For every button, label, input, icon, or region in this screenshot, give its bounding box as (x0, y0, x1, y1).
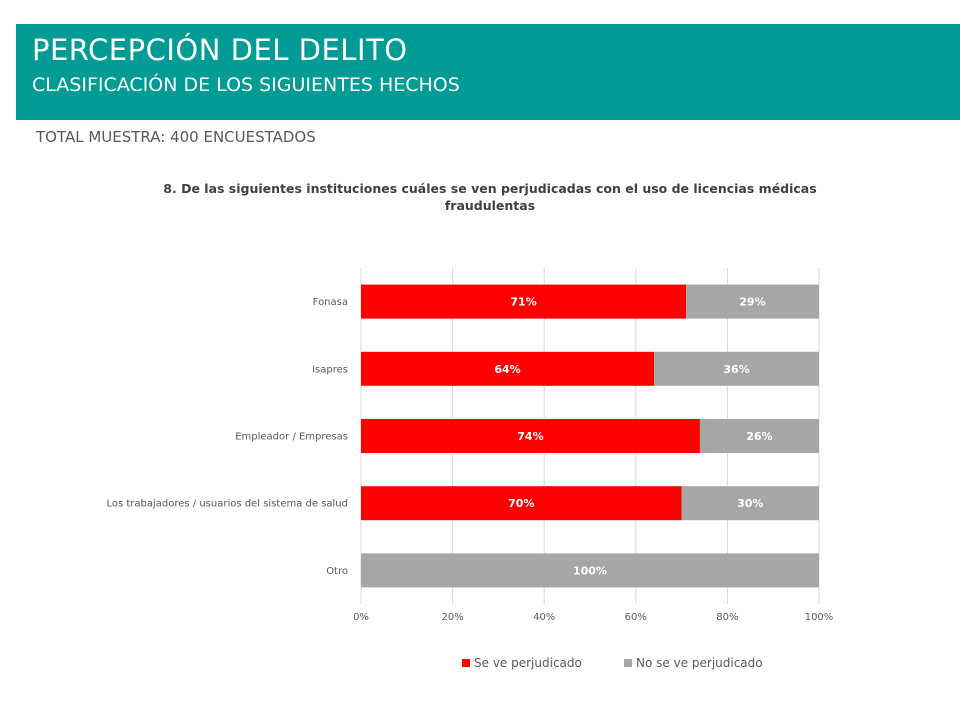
category-label: Empleador / Empresas (235, 432, 348, 443)
legend-label: Se ve perjudicado (474, 656, 582, 670)
bar-segment (361, 553, 819, 588)
category-label: Otro (326, 566, 348, 577)
sample-size-note: TOTAL MUESTRA: 400 ENCUESTADOS (36, 128, 316, 146)
data-label: 64% (494, 363, 520, 376)
legend-swatch (462, 659, 470, 667)
legend-swatch (624, 659, 632, 667)
page-subtitle: CLASIFICACIÓN DE LOS SIGUIENTES HECHOS (32, 74, 460, 96)
category-label: Fonasa (313, 297, 348, 308)
header-band (16, 24, 960, 120)
data-label: 26% (746, 430, 772, 443)
data-label: 100% (573, 564, 607, 577)
x-tick-label: 80% (716, 612, 738, 623)
bar-segment (681, 486, 819, 521)
bar-segment (361, 419, 700, 453)
bar-segment (361, 351, 655, 386)
data-label: 74% (517, 430, 543, 443)
category-label: Isapres (312, 364, 348, 375)
page-title: PERCEPCIÓN DEL DELITO (32, 33, 408, 67)
chart-title: 8. De las siguientes instituciones cuále… (163, 181, 817, 213)
data-label: 71% (510, 296, 536, 309)
bar-segment (654, 351, 819, 386)
bar-segment (361, 486, 682, 521)
bar-segment (361, 284, 687, 319)
data-label: 70% (508, 497, 534, 510)
x-tick-label: 0% (353, 612, 369, 623)
x-tick-label: 60% (625, 612, 647, 623)
data-label: 29% (739, 296, 765, 309)
x-tick-label: 40% (533, 612, 555, 623)
legend-label: No se ve perjudicado (636, 656, 763, 670)
bar-segment (686, 284, 819, 319)
data-label: 36% (723, 363, 749, 376)
x-tick-label: 20% (441, 612, 463, 623)
bar-segment (699, 419, 819, 453)
category-label: Los trabajadores / usuarios del sistema … (106, 499, 348, 510)
x-tick-label: 100% (805, 612, 834, 623)
data-label: 30% (737, 497, 763, 510)
